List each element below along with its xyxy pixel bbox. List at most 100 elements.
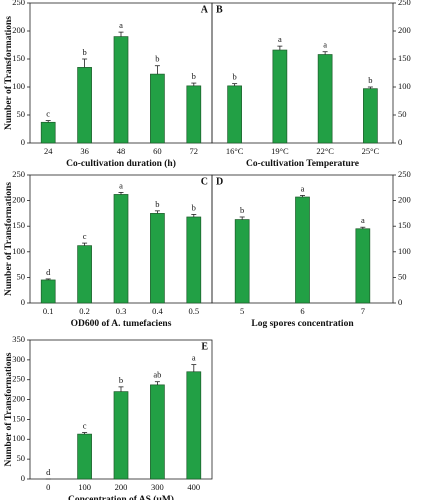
y-tick-label: 250 — [12, 169, 25, 179]
y-tick-label: 250 — [398, 0, 411, 7]
value-label: b — [233, 72, 237, 82]
y-tick-label: 200 — [12, 25, 25, 35]
y-tick-label: 50 — [17, 453, 26, 463]
value-label: c — [46, 109, 50, 119]
x-tick-label: 19°C — [271, 146, 289, 156]
x-tick-label: 0.3 — [116, 306, 127, 316]
x-tick-label: 24 — [44, 146, 53, 156]
x-tick-label: 0.5 — [188, 306, 199, 316]
y-tick-label: 50 — [398, 271, 407, 281]
x-axis-label: OD600 of A. tumefaciens — [71, 319, 172, 329]
y-tick-label: 100 — [398, 246, 411, 256]
y-tick-label: 150 — [12, 220, 25, 230]
x-tick-label: 36 — [80, 146, 89, 156]
x-axis-label: Log spores concentration — [251, 319, 354, 329]
value-label: b — [192, 202, 196, 212]
panel-label: C — [201, 176, 208, 187]
value-label: a — [323, 40, 327, 50]
x-tick-label: 48 — [117, 146, 126, 156]
bar — [40, 279, 56, 304]
y-axis-label: Number of Transformations — [4, 182, 14, 296]
y-tick-label: 150 — [12, 413, 25, 423]
x-tick-label: 6 — [300, 306, 304, 316]
y-tick-label: 0 — [21, 473, 25, 483]
bar — [150, 213, 165, 304]
value-label: b — [155, 199, 159, 209]
y-tick-label: 100 — [398, 81, 411, 91]
x-tick-label: 60 — [153, 146, 162, 156]
x-tick-label: 0.4 — [152, 306, 163, 316]
value-label: c — [83, 420, 87, 430]
y-tick-label: 50 — [17, 271, 26, 281]
value-label: b — [82, 47, 86, 57]
y-tick-label: 200 — [12, 394, 25, 404]
y-tick-label: 100 — [12, 433, 25, 443]
x-tick-label: 200 — [115, 482, 128, 492]
y-tick-label: 0 — [398, 297, 402, 307]
bar — [113, 194, 129, 304]
bar — [77, 67, 92, 144]
x-tick-label: 0.2 — [79, 306, 90, 316]
bar — [186, 371, 202, 480]
value-label: ab — [153, 370, 161, 380]
bar — [317, 54, 333, 144]
value-label: b — [119, 375, 123, 385]
y-tick-label: 50 — [17, 109, 26, 119]
value-label: a — [361, 215, 365, 225]
value-label: a — [301, 183, 305, 193]
bar — [77, 245, 92, 304]
value-label: b — [368, 75, 372, 85]
bar — [113, 36, 129, 144]
bar — [227, 85, 242, 144]
y-tick-label: 100 — [12, 246, 25, 256]
bar — [234, 219, 250, 304]
bar — [355, 228, 371, 304]
x-tick-label: 400 — [187, 482, 200, 492]
panel-label: B — [216, 4, 223, 15]
y-tick-label: 300 — [12, 354, 25, 364]
value-label: d — [46, 467, 51, 477]
value-label: b — [240, 205, 244, 215]
x-tick-label: 7 — [361, 306, 365, 316]
y-tick-label: 150 — [398, 220, 411, 230]
y-tick-label: 150 — [398, 53, 411, 63]
y-tick-label: 50 — [398, 109, 407, 119]
x-tick-label: 72 — [190, 146, 199, 156]
y-tick-label: 250 — [398, 169, 411, 179]
panel-label: E — [201, 341, 208, 352]
value-label: a — [278, 34, 282, 44]
bar — [40, 121, 56, 144]
x-axis-label: Co-cultivation Temperature — [246, 159, 359, 169]
bar — [186, 216, 202, 304]
panel-label: A — [201, 4, 209, 15]
value-label: c — [83, 231, 87, 241]
bar — [186, 85, 202, 144]
plot-frame — [211, 2, 394, 144]
x-tick-label: 16°C — [226, 146, 244, 156]
y-tick-label: 0 — [21, 297, 25, 307]
value-label: a — [119, 20, 123, 30]
x-tick-label: 300 — [151, 482, 164, 492]
y-tick-label: 150 — [12, 53, 25, 63]
value-label: a — [119, 180, 123, 190]
x-axis-label: Co-cultivation duration (h) — [66, 158, 176, 169]
y-tick-label: 0 — [21, 137, 25, 147]
x-tick-label: 100 — [78, 482, 91, 492]
value-label: d — [46, 267, 51, 277]
x-tick-label: 5 — [240, 306, 244, 316]
y-tick-label: 200 — [12, 195, 25, 205]
y-tick-label: 100 — [12, 81, 25, 91]
y-tick-label: 350 — [12, 334, 25, 344]
y-axis-label: Number of Transformations — [4, 352, 14, 466]
bar — [77, 433, 92, 480]
y-tick-label: 200 — [398, 25, 411, 35]
value-label: a — [192, 353, 196, 363]
panel-label: D — [216, 176, 223, 187]
y-axis-label: Number of Transformations — [4, 16, 14, 130]
x-tick-label: 22°C — [316, 146, 334, 156]
y-tick-label: 250 — [12, 0, 25, 7]
x-tick-label: 0.1 — [43, 306, 54, 316]
bar — [363, 88, 378, 144]
bar — [150, 73, 165, 144]
